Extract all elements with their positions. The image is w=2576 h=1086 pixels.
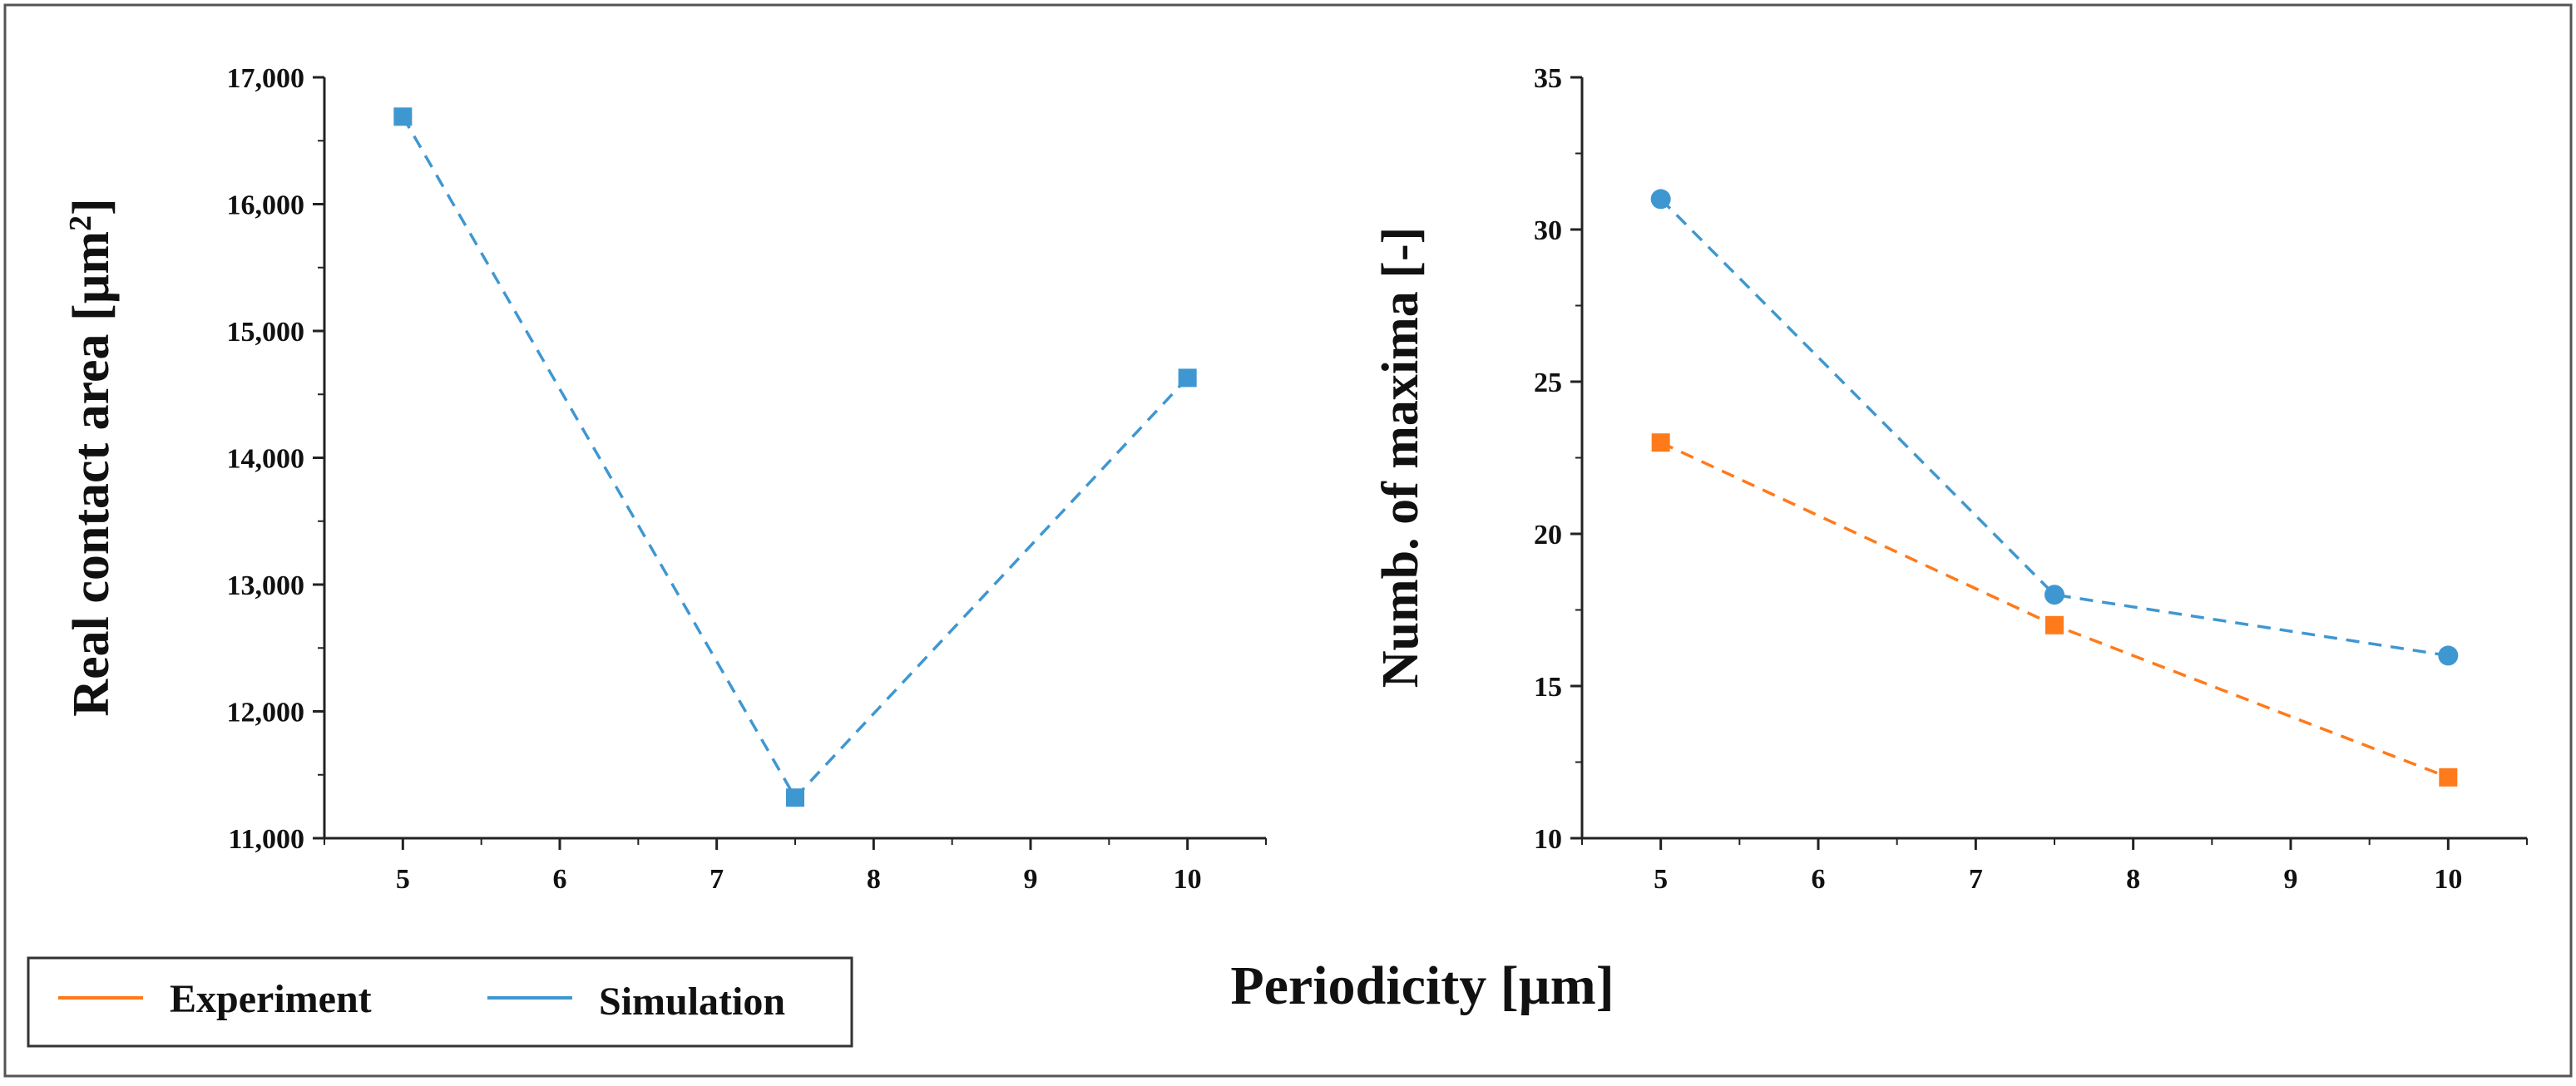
- y-tick-label: 20: [1534, 520, 1562, 550]
- x-tick-label: 6: [1812, 864, 1826, 895]
- x-tick-label: 7: [710, 864, 724, 895]
- y-axis-label-end: ]: [63, 198, 120, 215]
- data-point-simulation: [1650, 189, 1671, 210]
- legend: Experiment Simulation: [27, 956, 853, 1048]
- y-axis-label-superscript: 2: [63, 215, 98, 231]
- x-tick-label: 5: [396, 864, 410, 895]
- data-point-experiment: [2439, 768, 2458, 787]
- chart-numb-of-maxima: 5 6 7 8 9 10 10 15 20 25 30 35 Numb. of maxima [-]: [1372, 63, 2528, 895]
- x-tick-label: 7: [1969, 864, 1983, 895]
- y-tick-label: 35: [1534, 63, 1562, 94]
- y-tick-label: 12,000: [227, 698, 305, 728]
- legend-label-experiment: Experiment: [170, 977, 372, 1021]
- y-tick-label: 15,000: [227, 317, 305, 348]
- data-point-experiment: [2045, 615, 2064, 634]
- data-point-simulation: [2044, 585, 2064, 605]
- x-tick-label: 10: [1174, 864, 1202, 895]
- y-tick-label: 11,000: [228, 824, 304, 855]
- y-tick-label: 10: [1534, 824, 1562, 855]
- figure-border: [3, 3, 2573, 1078]
- data-point-simulation: [1178, 368, 1197, 388]
- y-tick-label: 25: [1534, 368, 1562, 398]
- x-tick-label: 5: [1654, 864, 1668, 895]
- y-tick-label: 17,000: [227, 63, 305, 94]
- y-tick-label: 16,000: [227, 190, 305, 221]
- x-tick-label: 6: [553, 864, 567, 895]
- legend-label-simulation: Simulation: [599, 980, 785, 1024]
- x-tick-label: 10: [2434, 864, 2462, 895]
- y-tick-label: 14,000: [227, 444, 305, 475]
- x-tick-label: 9: [2284, 864, 2298, 895]
- data-point-experiment: [1651, 433, 1670, 452]
- x-tick-label: 8: [2126, 864, 2140, 895]
- data-point-simulation: [2438, 645, 2459, 666]
- data-point-simulation: [786, 788, 804, 807]
- x-tick-label: 9: [1024, 864, 1038, 895]
- y-tick-label: 13,000: [227, 570, 305, 601]
- y-tick-label: 15: [1534, 672, 1562, 703]
- chart-real-contact-area: 5 6 7 8 9 10 11,000 12,000 13,000 14,000 15,000 16,…: [63, 63, 1267, 895]
- x-tick-label: 8: [867, 864, 881, 895]
- legend-box: [27, 956, 853, 1048]
- y-axis-label: Numb. of maxima [-]: [1372, 227, 1429, 689]
- data-point-simulation: [393, 107, 413, 126]
- series-line-simulation: [1659, 198, 2449, 658]
- y-tick-label: 30: [1534, 215, 1562, 246]
- y-axis-label: Real contact area [µm2]: [63, 198, 120, 716]
- shared-x-axis-label: Periodicity [µm]: [1230, 955, 1614, 1016]
